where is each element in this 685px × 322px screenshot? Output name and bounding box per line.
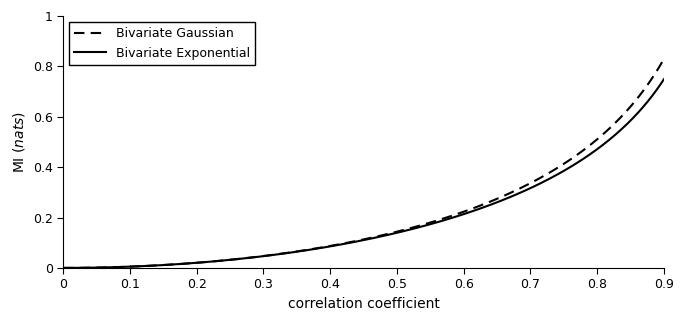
Legend: Bivariate Gaussian, Bivariate Exponential: Bivariate Gaussian, Bivariate Exponentia… xyxy=(69,22,255,65)
X-axis label: correlation coefficient: correlation coefficient xyxy=(288,297,440,311)
Bivariate Gaussian xyxy=(660,57,668,61)
Bivariate Exponential xyxy=(660,77,668,81)
Y-axis label: MI ($\mathit{nats}$): MI ($\mathit{nats}$) xyxy=(11,111,27,173)
Line: Bivariate Exponential: Bivariate Exponential xyxy=(63,79,664,268)
Bivariate Gaussian xyxy=(471,205,480,209)
Bivariate Gaussian xyxy=(121,265,129,269)
Bivariate Gaussian xyxy=(527,181,536,185)
Bivariate Gaussian xyxy=(59,266,67,270)
Line: Bivariate Gaussian: Bivariate Gaussian xyxy=(63,59,664,268)
Bivariate Exponential xyxy=(323,245,332,249)
Bivariate Gaussian xyxy=(538,175,547,179)
Bivariate Gaussian xyxy=(302,248,310,252)
Bivariate Exponential xyxy=(527,185,536,189)
Bivariate Exponential xyxy=(538,180,547,184)
Bivariate Exponential xyxy=(121,265,129,269)
Bivariate Exponential xyxy=(471,208,480,212)
Bivariate Exponential xyxy=(59,266,67,270)
Bivariate Gaussian xyxy=(323,244,332,248)
Bivariate Exponential xyxy=(302,248,310,252)
